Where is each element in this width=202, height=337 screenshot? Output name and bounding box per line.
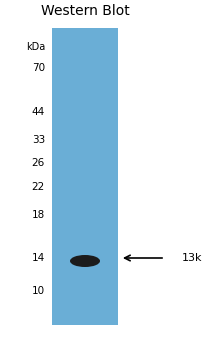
Text: 18: 18 [32, 210, 45, 220]
Text: 33: 33 [32, 135, 45, 145]
Bar [52, 28, 117, 325]
Text: 44: 44 [32, 107, 45, 117]
Text: 70: 70 [32, 63, 45, 73]
Text: 13kDa: 13kDa [181, 253, 202, 263]
Text: 14: 14 [32, 253, 45, 263]
Text: 10: 10 [32, 286, 45, 296]
Text: 26: 26 [32, 158, 45, 168]
Text: kDa: kDa [26, 42, 45, 52]
Text: Western Blot: Western Blot [40, 4, 129, 18]
Text: 22: 22 [32, 182, 45, 192]
Ellipse shape [70, 255, 100, 267]
